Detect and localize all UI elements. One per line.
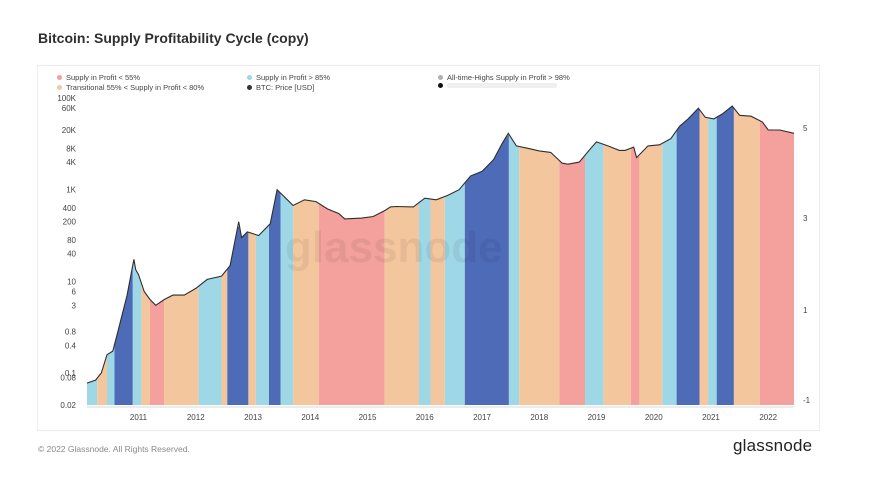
left-tick-label: 400 <box>63 204 77 213</box>
x-axis-ticks: 2011 2012 2013 2014 2015 2016 2017 2018 2019 2020… <box>130 413 778 422</box>
legend-label-blurred <box>447 83 557 88</box>
legend-label: Supply in Profit > 85% <box>256 73 331 82</box>
left-tick-label: 4K <box>66 158 76 167</box>
legend-label: All-time-Highs Supply in Profit > 98% <box>447 73 570 82</box>
right-axis-ticks: 5 3 1 -1 <box>803 124 811 405</box>
regime-band-blue <box>708 117 717 405</box>
regime-band-orange <box>699 109 709 405</box>
left-tick-label: 80 <box>67 236 76 245</box>
x-tick-label: 2014 <box>301 413 319 422</box>
left-tick-label: 6 <box>72 287 77 296</box>
left-tick-label: 10 <box>67 277 76 286</box>
price-line <box>86 105 795 384</box>
regime-band-red <box>759 120 794 405</box>
regime-band-orange <box>519 146 560 405</box>
regime-band-blue <box>444 182 465 405</box>
chart-legend: Supply in Profit < 55% Supply in Profit … <box>57 73 657 97</box>
legend-item-supply-lt-55[interactable]: Supply in Profit < 55% <box>57 73 140 82</box>
copyright: © 2022 Glassnode. All Rights Reserved. <box>38 444 190 454</box>
regime-band-blue <box>280 193 294 405</box>
regime-band-red <box>150 299 165 405</box>
left-tick-label: 100K <box>57 94 76 103</box>
left-axis-ticks: 0.02 0.080.1 0.4 0.8 3 610 40 80 200 400 1K 4K 8K 20K… <box>57 94 76 410</box>
legend-item-hidden[interactable] <box>438 83 557 88</box>
regime-band-blue <box>255 225 269 405</box>
x-tick-label: 2022 <box>759 413 777 422</box>
x-tick-label: 2018 <box>530 413 548 422</box>
regime-band-red <box>559 155 585 405</box>
regime-band-dark <box>269 190 281 405</box>
legend-item-supply-gt-85[interactable]: Supply in Profit > 85% <box>247 73 330 82</box>
left-tick-label: 200 <box>63 218 77 227</box>
legend-item-btc-price[interactable]: BTC: Price [USD] <box>247 83 314 92</box>
x-tick-label: 2020 <box>645 413 663 422</box>
right-tick-label: 3 <box>803 214 808 223</box>
regime-band-blue <box>419 198 431 405</box>
left-tick-label: 20K <box>62 126 77 135</box>
legend-swatch-hidden <box>438 83 443 88</box>
legend-label: Supply in Profit < 55% <box>66 73 141 82</box>
watermark: glassnode <box>285 223 503 272</box>
left-tick-label: 3 <box>72 301 77 310</box>
regime-band-dark <box>464 134 509 405</box>
chart-title: Bitcoin: Supply Profitability Cycle (cop… <box>38 30 309 46</box>
x-tick-label: 2021 <box>702 413 720 422</box>
regime-band-orange <box>639 143 663 406</box>
regime-band-blue <box>107 344 115 405</box>
right-tick-label: -1 <box>803 396 811 405</box>
right-tick-label: 5 <box>803 124 808 133</box>
left-tick-label: 0.4 <box>65 341 77 350</box>
regime-band-orange <box>164 286 199 405</box>
regime-band-orange <box>293 200 319 405</box>
regime-band-blue <box>662 130 677 405</box>
legend-swatch-red <box>57 75 62 80</box>
regime-band-blue <box>508 134 520 405</box>
left-tick-label: 8K <box>66 144 76 153</box>
regime-band-orange <box>97 354 107 405</box>
x-tick-label: 2017 <box>473 413 491 422</box>
legend-swatch-dark <box>438 75 443 80</box>
regime-band-blue <box>87 377 98 405</box>
regime-band-red <box>318 203 385 405</box>
x-tick-label: 2012 <box>187 413 205 422</box>
x-tick-label: 2016 <box>416 413 434 422</box>
legend-item-ath[interactable]: All-time-Highs Supply in Profit > 98% <box>438 73 570 82</box>
legend-label: Transitional 55% < Supply in Profit < 80… <box>66 83 205 92</box>
x-tick-label: 2015 <box>359 413 377 422</box>
regime-band-orange <box>603 144 631 406</box>
regime-band-orange <box>430 196 445 405</box>
legend-item-transitional[interactable]: Transitional 55% < Supply in Profit < 80… <box>57 83 204 92</box>
x-tick-label: 2019 <box>588 413 606 422</box>
x-tick-label: 2011 <box>130 413 148 422</box>
regime-band-orange <box>733 108 760 405</box>
regime-band-blue <box>198 276 222 405</box>
left-tick-label: 1K <box>66 186 76 195</box>
regime-band-dark <box>716 106 734 406</box>
left-tick-label: 0.02 <box>60 401 76 410</box>
legend-swatch-orange <box>57 85 62 90</box>
glassnode-logo: glassnode <box>733 436 813 455</box>
regime-band-orange <box>141 283 150 405</box>
left-tick-label: 40 <box>67 250 76 259</box>
regime-band-orange <box>221 269 228 405</box>
regime-band-dark <box>676 109 700 405</box>
legend-label: BTC: Price [USD] <box>256 83 315 92</box>
regime-band-orange <box>248 232 256 405</box>
regime-band-red <box>630 147 640 405</box>
regime-band-blue <box>132 261 142 405</box>
x-tick-label: 2013 <box>244 413 262 422</box>
regime-bands <box>87 106 794 406</box>
regime-band-dark <box>227 226 249 405</box>
legend-swatch-price <box>247 85 252 90</box>
legend-swatch-blue <box>247 75 252 80</box>
left-tick-label: 0.1 <box>65 369 77 378</box>
regime-band-dark <box>114 265 133 405</box>
left-tick-label: 0.8 <box>65 328 77 337</box>
right-tick-label: 1 <box>803 306 808 315</box>
regime-band-blue <box>585 142 604 405</box>
left-tick-label: 60K <box>62 104 77 113</box>
left-tick-label: 0.08 <box>60 373 76 382</box>
regime-band-orange <box>384 202 419 405</box>
